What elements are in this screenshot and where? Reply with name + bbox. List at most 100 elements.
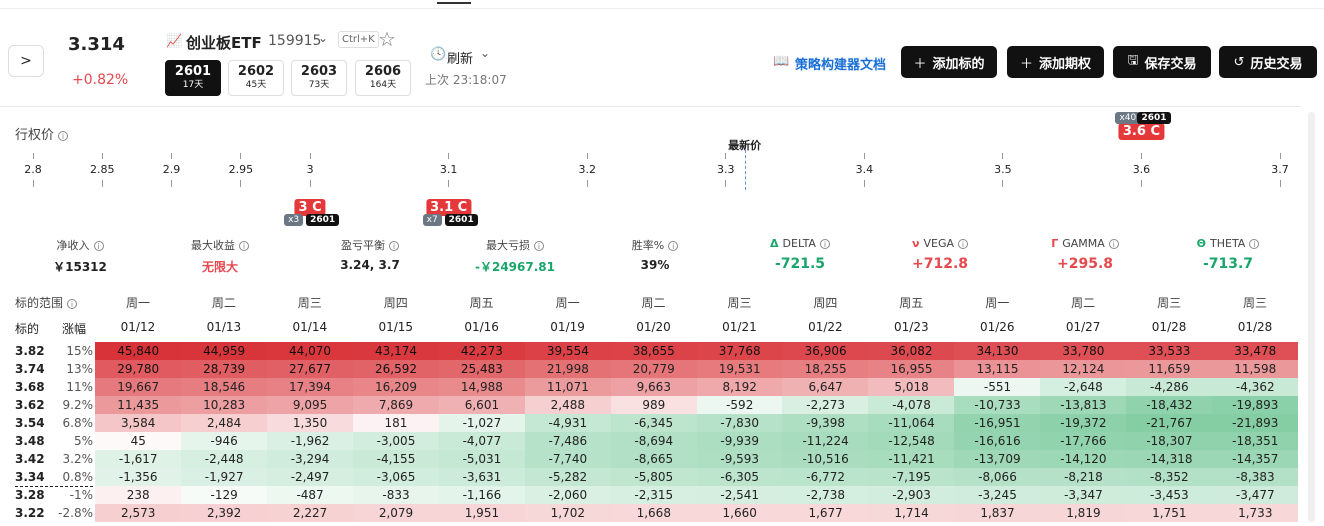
stat-symbol: ν (911, 237, 920, 250)
row-price: 3.62 (15, 398, 45, 412)
position-expiry: 2601 (1137, 112, 1171, 124)
row-change: 0.8% (62, 470, 94, 484)
row-change: -1% (69, 488, 93, 502)
strike-tick (240, 180, 242, 187)
divider (0, 106, 1300, 107)
weekday: 周三 (1243, 296, 1268, 310)
symbol-code: 159915 (268, 33, 322, 49)
row-change: 15% (66, 344, 93, 358)
row-price: 3.54 (15, 416, 45, 430)
row-price: 3.22 (15, 506, 45, 520)
pnl-cell: 21,998 (524, 360, 612, 378)
pnl-cell: 18,255 (782, 360, 869, 378)
strike-tick (240, 153, 242, 159)
expiry-days: 17天 (182, 80, 204, 90)
symbol-name: 创业板ETF (186, 34, 262, 52)
pnl-cell: -5,282 (524, 468, 612, 486)
weekday: 周五 (899, 296, 924, 310)
strike-tick-label: 3.7 (1271, 163, 1289, 176)
pnl-cell: 28,739 (180, 360, 268, 378)
action-icon: ＋ (1019, 56, 1033, 72)
stat-label: ν VEGA i (870, 237, 1010, 250)
pnl-cell: 1,668 (610, 504, 697, 522)
row-change: 13% (66, 362, 93, 376)
pnl-cell: -10,516 (782, 450, 869, 468)
pnl-cell: 10,283 (180, 396, 268, 414)
action-label: 添加期权 (1039, 56, 1092, 72)
expiry-chip[interactable]: 2606 164天 (355, 60, 411, 96)
date: 01/26 (979, 320, 1015, 334)
pnl-cell: -4,155 (352, 450, 440, 468)
pnl-cell: 1,837 (954, 504, 1041, 522)
pnl-cell: -21,893 (1212, 414, 1299, 432)
expand-button[interactable]: > (8, 45, 44, 77)
pnl-cell: -2,315 (610, 486, 697, 504)
date: 01/27 (1065, 320, 1101, 334)
strike-tick (448, 180, 450, 187)
strike-tick (725, 153, 727, 159)
stat-label: 最大收益 i (150, 237, 290, 253)
pnl-cell: -17,766 (1040, 432, 1127, 450)
strike-tick-label: 2.9 (162, 163, 181, 176)
stat-value: 无限大 (201, 260, 238, 274)
info-icon: i (1108, 239, 1119, 249)
pnl-cell: 25,483 (438, 360, 526, 378)
pnl-cell: 6,601 (438, 396, 526, 414)
expiry-chip[interactable]: 2602 45天 (228, 60, 284, 96)
pnl-cell: -4,077 (438, 432, 526, 450)
action-button[interactable]: 🖫 保存交易 (1113, 46, 1211, 78)
pnl-cell: -5,031 (438, 450, 526, 468)
strike-tick-label: 3.4 (855, 163, 874, 176)
pnl-cell: 43,174 (352, 342, 440, 360)
pnl-cell: -8,694 (610, 432, 697, 450)
price: 3.314 (68, 34, 125, 55)
stat-value: -713.7 (1202, 256, 1254, 272)
expiry-chip[interactable]: 2603 73天 (291, 60, 347, 96)
pnl-cell: 16,955 (868, 360, 955, 378)
pnl-cell: 19,531 (696, 360, 783, 378)
pnl-cell: -6,772 (782, 468, 869, 486)
pnl-cell: -10,733 (954, 396, 1041, 414)
pnl-cell: -3,294 (266, 450, 354, 468)
stat-label-text: THETA (1210, 237, 1246, 250)
expiry-chip[interactable]: 2601 17天 (165, 60, 221, 96)
pnl-cell: 38,655 (610, 342, 697, 360)
scrollbar[interactable] (1308, 112, 1315, 522)
stat-value: +295.8 (1056, 256, 1113, 272)
weekday: 周一 (555, 296, 580, 310)
pnl-cell: -11,064 (868, 414, 955, 432)
date: 01/28 (1237, 320, 1273, 334)
action-button[interactable]: ＋ 添加标的 (901, 46, 997, 78)
stat-symbol: Δ (770, 237, 779, 250)
doc-link[interactable]: 策略构建器文档 (795, 58, 887, 73)
pnl-cell: -6,305 (696, 468, 783, 486)
expiry-days: 73天 (308, 80, 330, 90)
stat-label-text: 最大亏损 (486, 239, 530, 252)
pnl-cell: -9,398 (782, 414, 869, 432)
pnl-cell: 2,392 (180, 504, 268, 522)
weekday: 周三 (727, 296, 752, 310)
pnl-cell: -2,648 (1040, 378, 1127, 396)
pnl-cell: -14,120 (1040, 450, 1127, 468)
action-button[interactable]: ＋ 添加期权 (1007, 46, 1104, 78)
date: 01/19 (550, 320, 585, 334)
pnl-cell: 1,660 (696, 504, 783, 522)
date: 01/20 (636, 320, 671, 334)
pnl-cell: -3,631 (438, 468, 526, 486)
weekday: 周三 (1157, 296, 1182, 310)
pnl-cell: 34,130 (954, 342, 1041, 360)
strike-tick-label: 3.6 (1132, 163, 1151, 176)
action-label: 添加标的 (932, 56, 985, 72)
last-update: 上次 23:18:07 (425, 73, 507, 87)
pnl-cell: -2,273 (782, 396, 869, 414)
stat-value: -￥24967.81 (475, 260, 555, 274)
refresh[interactable]: 刷新 (447, 52, 474, 67)
expiry-code: 2602 (237, 64, 275, 79)
pnl-cell: -1,356 (95, 468, 182, 486)
pnl-cell: 3,584 (95, 414, 182, 432)
action-button[interactable]: ↺ 历史交易 (1219, 46, 1317, 78)
pnl-cell: -13,709 (954, 450, 1041, 468)
pnl-cell: 45,840 (95, 342, 182, 360)
favorite-star[interactable]: ☆ (378, 27, 396, 51)
strike-label: 行权价 i (15, 124, 69, 143)
